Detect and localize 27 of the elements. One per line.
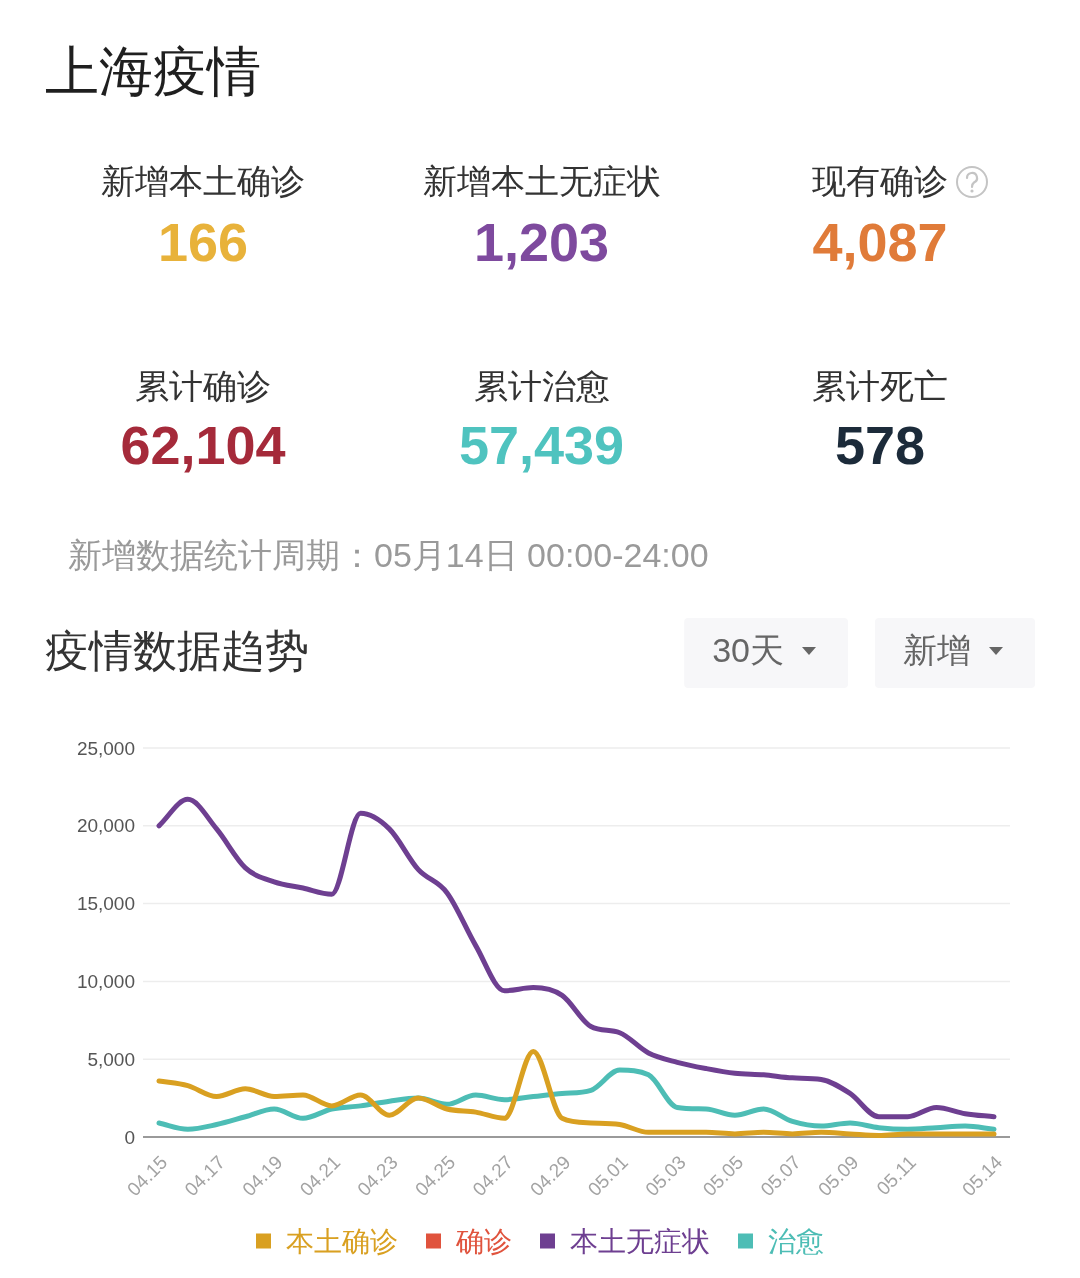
legend-label: 确诊 xyxy=(455,1225,512,1257)
legend-label: 本土无症状 xyxy=(570,1225,710,1257)
category-label: 新增本土确诊 xyxy=(101,162,305,200)
chart-title: 疫情数据趋势 xyxy=(45,625,309,675)
category-label: 新增本土无症状 xyxy=(422,162,661,200)
text: 57,439 xyxy=(458,415,625,475)
text: 新增数据统计周期：05月14日 00:00-24:00 xyxy=(68,536,709,574)
legend-label: 本土确诊 xyxy=(286,1225,398,1257)
y-tick-label: 0 xyxy=(124,1126,135,1148)
y-tick-label: 5,000 xyxy=(87,1048,135,1070)
category-label: 累计确诊 xyxy=(135,367,271,405)
category-label: 累计治愈 xyxy=(473,367,610,405)
text: 30天 xyxy=(712,631,784,669)
text: 4,087 xyxy=(812,212,948,272)
y-tick-label: 15,000 xyxy=(76,893,135,915)
y-tick-label: 25,000 xyxy=(76,737,135,759)
text: 新增 xyxy=(903,631,971,669)
legend-label: 治愈 xyxy=(768,1225,824,1257)
y-tick-label: 20,000 xyxy=(76,815,135,837)
text: 62,104 xyxy=(120,415,286,475)
y-tick-label: 10,000 xyxy=(76,970,135,992)
category-label: 累计死亡 xyxy=(812,367,948,405)
text: 578 xyxy=(834,415,926,475)
text: 1,203 xyxy=(473,212,610,272)
text: 166 xyxy=(157,212,249,272)
text: 上海疫情 xyxy=(45,41,261,101)
category-label: 现有确诊 xyxy=(812,162,948,200)
